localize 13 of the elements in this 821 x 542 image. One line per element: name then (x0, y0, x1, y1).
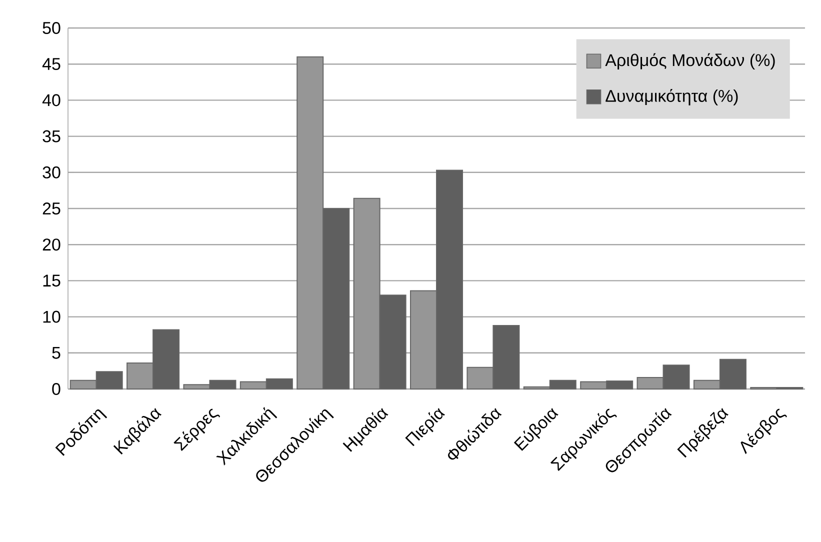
y-tick-label: 25 (42, 202, 60, 215)
y-tick-label: 0 (52, 382, 60, 396)
y-tick-label: 50 (42, 22, 60, 34)
y-tick-label: 20 (42, 238, 60, 251)
y-tick-label: 45 (42, 58, 60, 70)
legend-label: Αριθμός Μονάδων (%) (605, 53, 775, 70)
y-tick-label: 15 (43, 274, 60, 287)
y-tick-label: 10 (43, 310, 60, 323)
y-tick-label: 35 (42, 130, 60, 142)
y-tick-label: 40 (42, 94, 60, 106)
legend-label: Δυναμικότητα (%) (606, 88, 738, 106)
y-tick-label: 5 (52, 346, 60, 359)
y-tick-label: 30 (42, 166, 60, 178)
